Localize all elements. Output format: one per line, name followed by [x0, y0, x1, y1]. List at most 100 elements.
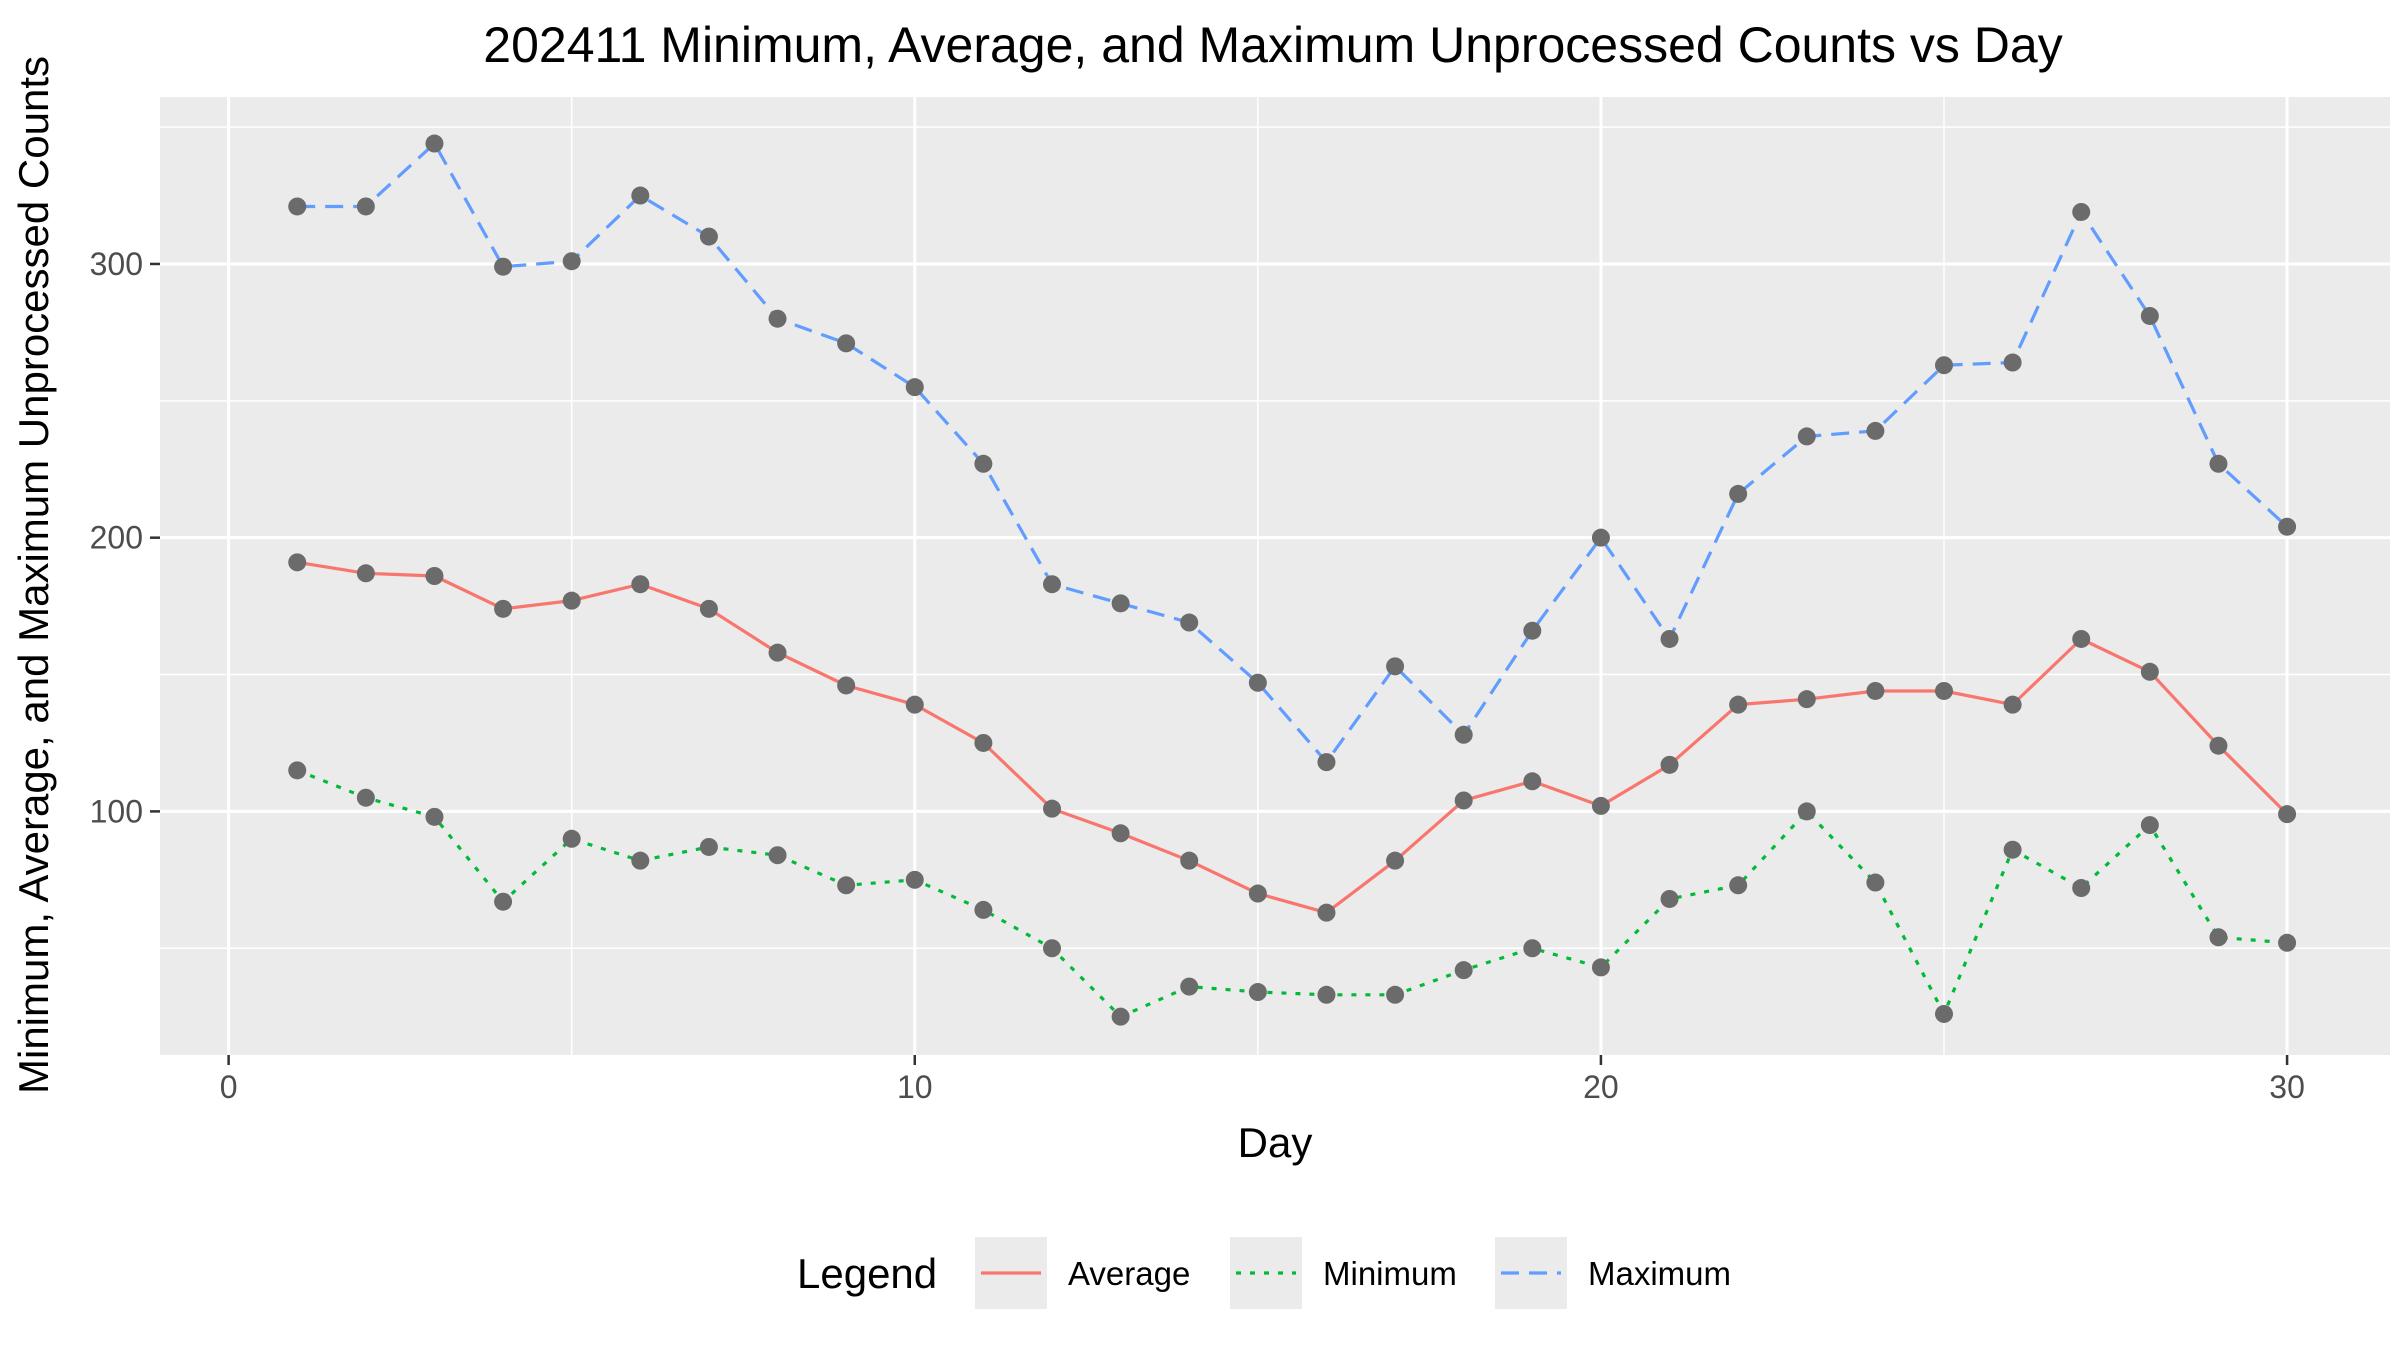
data-point-average — [1660, 755, 1679, 774]
chart-title: 202411 Minimum, Average, and Maximum Unp… — [483, 17, 2062, 73]
legend-label-maximum: Maximum — [1588, 1255, 1731, 1292]
data-point-maximum — [1386, 657, 1405, 676]
data-point-minimum — [1523, 939, 1542, 958]
data-point-maximum — [2072, 202, 2091, 221]
series-lines — [296, 141, 2289, 1019]
data-point-maximum — [2278, 517, 2297, 536]
major-grid-x — [227, 97, 2289, 1055]
data-point-average — [1935, 681, 1953, 700]
data-point-average — [974, 733, 993, 752]
data-point-average — [1180, 851, 1199, 870]
legend-label-minimum: Minimum — [1323, 1255, 1457, 1292]
series-line-maximum — [297, 141, 2289, 764]
data-point-maximum — [974, 454, 993, 473]
data-point-average — [562, 591, 581, 610]
data-point-maximum — [2209, 454, 2228, 473]
data-point-maximum — [1111, 594, 1130, 613]
data-point-maximum — [494, 257, 513, 276]
x-tick-label: 10 — [897, 1069, 933, 1105]
data-point-minimum — [1180, 977, 1199, 996]
data-point-average — [1386, 851, 1405, 870]
data-point-average — [768, 643, 787, 662]
minor-grid-y — [160, 126, 2390, 950]
data-point-minimum — [2209, 928, 2228, 947]
data-point-maximum — [905, 378, 924, 397]
data-point-average — [1111, 824, 1130, 843]
x-tick-label: 20 — [1583, 1069, 1619, 1105]
data-point-minimum — [1866, 873, 1885, 892]
legend-label-average: Average — [1068, 1255, 1190, 1292]
data-point-minimum — [1729, 876, 1748, 895]
data-point-maximum — [1591, 528, 1610, 547]
x-axis: 0 10 20 30 — [220, 1055, 2305, 1105]
data-point-minimum — [974, 900, 993, 919]
data-point-minimum — [1043, 939, 1061, 958]
data-point-average — [1248, 884, 1267, 903]
data-point-minimum — [768, 846, 787, 865]
data-point-minimum — [631, 851, 650, 870]
data-point-average — [494, 599, 513, 618]
data-point-average — [837, 676, 856, 695]
y-tick-label: 300 — [90, 246, 143, 282]
data-point-minimum — [1660, 889, 1679, 908]
data-point-minimum — [1248, 983, 1267, 1002]
legend-title: Legend — [797, 1250, 937, 1297]
data-point-average — [2278, 805, 2297, 824]
y-axis: 100 200 300 — [90, 246, 160, 829]
data-point-maximum — [1660, 629, 1679, 648]
data-point-average — [1454, 791, 1473, 810]
data-point-average — [356, 564, 375, 583]
series-line-average — [296, 560, 2289, 915]
data-point-minimum — [2140, 816, 2159, 835]
data-point-maximum — [837, 334, 856, 353]
x-tick-label: 30 — [2269, 1069, 2305, 1105]
data-point-maximum — [699, 227, 718, 246]
data-point-minimum — [1935, 1004, 1953, 1023]
plot-panel — [160, 97, 2390, 1055]
data-point-minimum — [837, 876, 856, 895]
data-point-maximum — [1797, 427, 1816, 446]
data-point-maximum — [1523, 621, 1542, 640]
data-point-maximum — [425, 134, 444, 153]
data-point-minimum — [288, 761, 307, 780]
data-point-average — [1866, 681, 1885, 700]
data-point-average — [425, 567, 444, 585]
data-point-average — [1797, 690, 1816, 709]
data-point-maximum — [1043, 575, 1061, 594]
data-point-maximum — [562, 252, 581, 271]
data-point-minimum — [494, 892, 513, 911]
data-point-maximum — [768, 309, 787, 328]
data-point-minimum — [1386, 985, 1405, 1004]
data-point-minimum — [1454, 961, 1473, 980]
data-point-minimum — [562, 829, 581, 848]
data-point-maximum — [1729, 484, 1748, 503]
legend: Legend Average Minimum Maximum — [797, 1237, 1731, 1309]
data-point-minimum — [1317, 985, 1336, 1004]
data-point-minimum — [1797, 802, 1816, 821]
x-tick-label: 0 — [220, 1069, 238, 1105]
data-point-minimum — [1591, 958, 1610, 977]
series-points — [288, 134, 2297, 1026]
data-point-average — [1591, 796, 1610, 815]
y-axis-title: Minimum, Average, and Maximum Unprocesse… — [10, 56, 57, 1094]
data-point-maximum — [1454, 725, 1473, 744]
data-point-average — [2072, 629, 2091, 648]
data-point-minimum — [1111, 1007, 1130, 1026]
data-point-average — [699, 599, 718, 618]
data-point-minimum — [905, 870, 924, 889]
data-point-maximum — [1248, 673, 1267, 692]
series-line-minimum — [296, 768, 2288, 1019]
data-point-minimum — [2278, 933, 2297, 952]
data-point-maximum — [356, 197, 375, 216]
data-point-average — [2140, 662, 2159, 681]
data-point-minimum — [2003, 840, 2022, 859]
data-point-minimum — [425, 807, 444, 826]
data-point-maximum — [2140, 306, 2159, 325]
data-point-average — [1317, 903, 1336, 922]
data-point-average — [1729, 695, 1748, 714]
data-point-average — [2209, 736, 2228, 755]
data-point-average — [2003, 695, 2022, 714]
data-point-minimum — [2072, 879, 2091, 898]
major-grid-y — [160, 262, 2390, 813]
